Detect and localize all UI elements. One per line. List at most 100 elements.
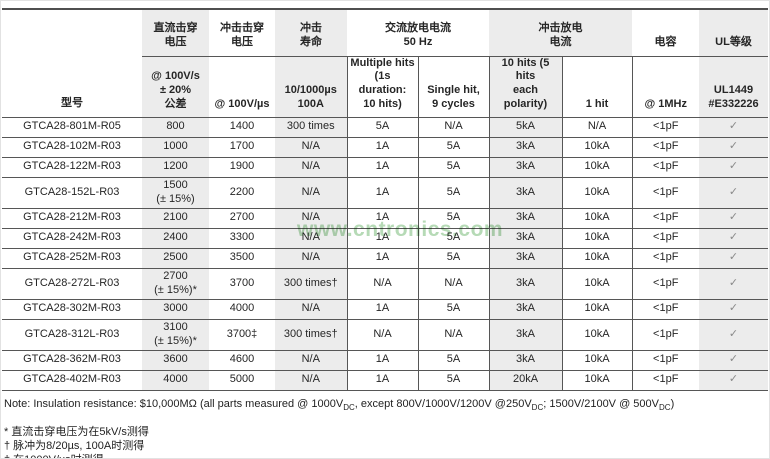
value-cell: 1200: [142, 157, 209, 178]
table-row: GTCA28-402M-R03 4000 5000 N/A 1A 5A 20kA 10kA <1…: [2, 370, 768, 391]
column-subheader: 1 hit: [561, 56, 632, 118]
value-cell: 3kA: [488, 319, 562, 351]
table-row: GTCA28-801M-R05 800 1400 300 times 5A N/A 5kA N…: [2, 117, 768, 138]
value-cell: 5A: [346, 117, 418, 138]
value-cell: 10kA: [561, 248, 632, 269]
ul-check-cell: ✓: [699, 299, 768, 320]
value-cell: 5A: [417, 248, 489, 269]
value-cell: 10kA: [561, 319, 632, 351]
value-cell: 3700‡: [209, 319, 275, 351]
group-header: 交流放电电流 50 Hz: [347, 8, 489, 57]
table-row: GTCA28-252M-R03 2500 3500 N/A 1A 5A 3kA 10kA <1p…: [2, 248, 768, 269]
ul-check-cell: ✓: [699, 268, 768, 300]
group-header: 冲击击穿 电压: [209, 8, 275, 57]
value-cell: <1pF: [631, 208, 699, 229]
value-cell: <1pF: [631, 117, 699, 138]
value-cell: 1400: [209, 117, 275, 138]
value-cell: 800: [142, 117, 209, 138]
table-row: GTCA28-362M-R03 3600 4600 N/A 1A 5A 3kA 10kA <1p…: [2, 350, 768, 371]
ul-check-cell: ✓: [699, 319, 768, 351]
value-cell: 10kA: [561, 299, 632, 320]
footnote-line: ‡ 在1000V/us时测得: [4, 453, 769, 458]
value-cell: 1A: [346, 248, 418, 269]
model-column-header: 型号: [2, 8, 142, 118]
value-cell: <1pF: [631, 157, 699, 178]
ul-check-cell: ✓: [699, 228, 768, 249]
subscript: DC: [343, 402, 355, 412]
value-cell: N/A: [275, 157, 347, 178]
value-cell: <1pF: [631, 248, 699, 269]
value-cell: 3kA: [488, 177, 562, 209]
value-cell: N/A: [275, 350, 347, 371]
value-cell: 1A: [346, 137, 418, 158]
column-subheader: @ 100V/s ± 20% 公差: [142, 56, 209, 118]
table-row: GTCA28-122M-R03 1200 1900 N/A 1A 5A 3kA 10kA <1p…: [2, 157, 768, 178]
footnote-line: † 脉冲为8/20µs, 100A时测得: [4, 439, 145, 452]
value-cell: 3kA: [488, 157, 562, 178]
model-cell: GTCA28-362M-R03: [2, 350, 142, 371]
model-cell: GTCA28-272L-R03: [2, 268, 142, 300]
footnote-line: * 直流击穿电压为在5kV/s测得: [4, 425, 149, 438]
value-cell: 3kA: [488, 350, 562, 371]
value-cell: 5A: [417, 157, 489, 178]
value-cell: N/A: [346, 319, 418, 351]
value-cell: 5A: [417, 350, 489, 371]
value-cell: 300 times†: [275, 319, 347, 351]
ul-check-cell: ✓: [699, 157, 768, 178]
value-cell: 1A: [346, 228, 418, 249]
value-cell: 5A: [417, 208, 489, 229]
ul-check-cell: ✓: [699, 350, 768, 371]
value-cell: 1700: [209, 137, 275, 158]
group-header: 电容: [632, 8, 699, 57]
value-cell: 5000: [209, 370, 275, 391]
value-cell: 3kA: [488, 208, 562, 229]
group-header: 直流击穿 电压: [142, 8, 209, 57]
value-cell: 2200: [209, 177, 275, 209]
value-cell: N/A: [275, 228, 347, 249]
value-cell: 4000: [142, 370, 209, 391]
value-cell: 2700 (± 15%)*: [142, 268, 209, 300]
value-cell: 2700: [209, 208, 275, 229]
table-row: GTCA28-302M-R03 3000 4000 N/A 1A 5A 3kA 10kA <1p…: [2, 299, 768, 320]
value-cell: 1000: [142, 137, 209, 158]
value-cell: 10kA: [561, 157, 632, 178]
value-cell: N/A: [417, 117, 489, 138]
model-cell: GTCA28-312L-R03: [2, 319, 142, 351]
value-cell: 1900: [209, 157, 275, 178]
ul-check-cell: ✓: [699, 117, 768, 138]
value-cell: <1pF: [631, 370, 699, 391]
table-row: GTCA28-212M-R03 2100 2700 N/A 1A 5A 3kA 10kA <1p…: [2, 208, 768, 229]
value-cell: <1pF: [631, 350, 699, 371]
subscript: DC: [531, 402, 544, 412]
value-cell: 300 times: [275, 117, 347, 138]
value-cell: 1A: [346, 370, 418, 391]
table-row: GTCA28-152L-R03 1500 (± 15%) 2200 N/A 1A 5A 3k…: [2, 177, 768, 209]
value-cell: 10kA: [561, 177, 632, 209]
column-subheader: Multiple hits (1s duration: 10 hits): [346, 56, 418, 118]
header-group-row: 型号 直流击穿 电压 冲击击穿 电压 冲击 寿命 交流放电电流 50 Hz 冲击放电 电流…: [2, 8, 768, 118]
model-cell: GTCA28-242M-R03: [2, 228, 142, 249]
value-cell: 3100 (± 15%)*: [142, 319, 209, 351]
value-cell: 1A: [346, 299, 418, 320]
value-cell: 3kA: [488, 299, 562, 320]
value-cell: 3kA: [488, 268, 562, 300]
value-cell: 10kA: [561, 370, 632, 391]
value-cell: 2100: [142, 208, 209, 229]
model-cell: GTCA28-212M-R03: [2, 208, 142, 229]
value-cell: 2400: [142, 228, 209, 249]
subheader-row: @ 100V/s ± 20% 公差 @ 100V/µs 10/1000µs 100A…: [2, 56, 768, 118]
value-cell: <1pF: [631, 268, 699, 300]
model-cell: GTCA28-801M-R05: [2, 117, 142, 138]
value-cell: <1pF: [631, 177, 699, 209]
value-cell: 2500: [142, 248, 209, 269]
value-cell: 1A: [346, 157, 418, 178]
value-cell: 3kA: [488, 137, 562, 158]
ul-check-cell: ✓: [699, 137, 768, 158]
table-row: GTCA28-102M-R03 1000 1700 N/A 1A 5A 3kA 10kA <1p…: [2, 137, 768, 158]
value-cell: N/A: [275, 248, 347, 269]
ul-check-cell: ✓: [699, 177, 768, 209]
ul-check-cell: ✓: [699, 248, 768, 269]
value-cell: 3kA: [488, 228, 562, 249]
value-cell: 10kA: [561, 137, 632, 158]
